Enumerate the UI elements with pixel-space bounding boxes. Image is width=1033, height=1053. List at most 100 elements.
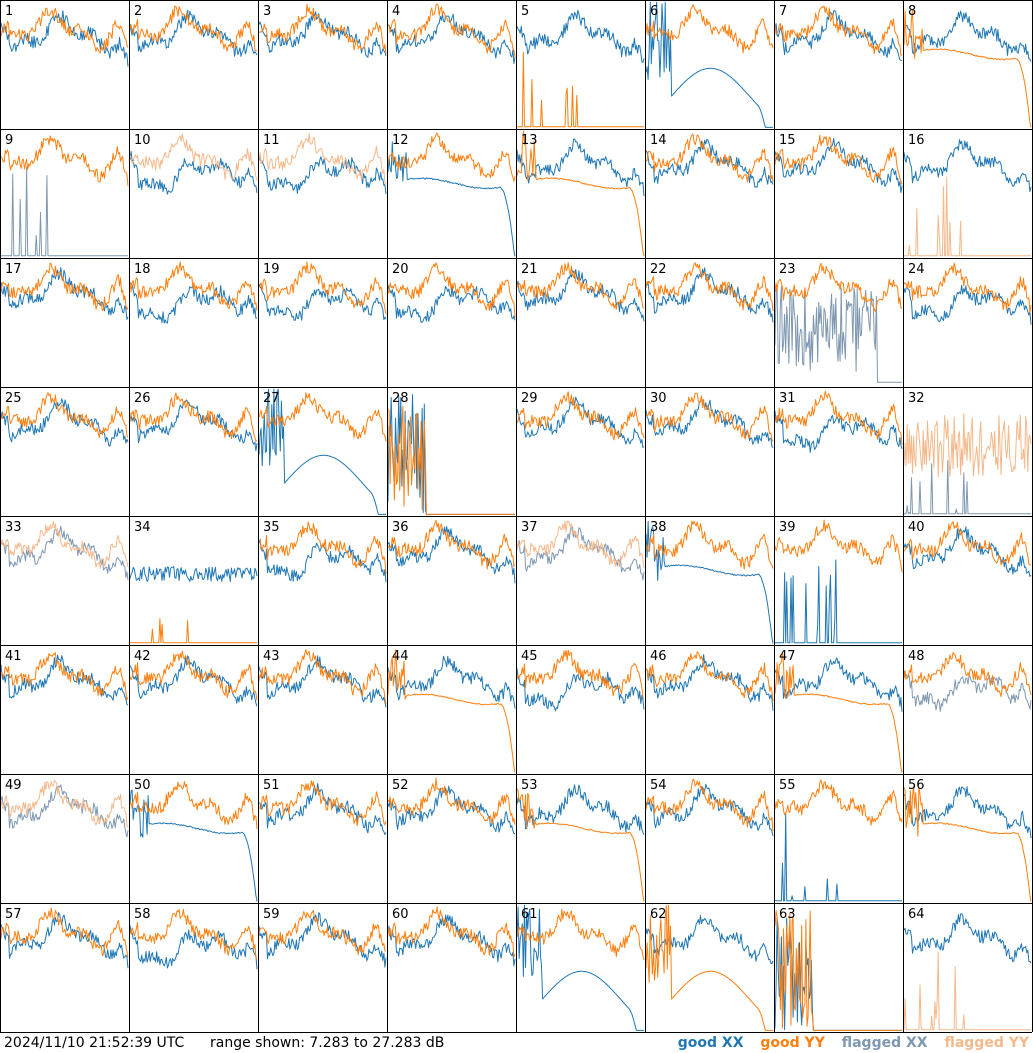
trace-xx-29 bbox=[516, 396, 645, 448]
panel-label-56: 56 bbox=[908, 778, 925, 793]
panel-label-58: 58 bbox=[134, 907, 151, 922]
trace-xx-48 bbox=[903, 670, 1032, 712]
trace-yy-21 bbox=[516, 262, 645, 310]
panel-52: 52 bbox=[387, 777, 516, 835]
panel-label-52: 52 bbox=[392, 778, 409, 793]
trace-xx-23 bbox=[774, 285, 902, 383]
trace-xx-32 bbox=[904, 460, 1031, 515]
panel-label-44: 44 bbox=[392, 649, 409, 664]
panel-43: 43 bbox=[258, 649, 387, 708]
trace-xx-47 bbox=[774, 657, 903, 712]
panel-62: 62 bbox=[645, 904, 774, 1031]
panel-36: 36 bbox=[387, 520, 516, 584]
panel-3: 3 bbox=[258, 3, 387, 58]
panel-label-59: 59 bbox=[263, 907, 280, 922]
panel-29: 29 bbox=[516, 391, 645, 448]
panel-label-8: 8 bbox=[908, 4, 916, 19]
panel-label-3: 3 bbox=[263, 4, 271, 19]
trace-yy-29 bbox=[516, 391, 645, 441]
panel-label-33: 33 bbox=[5, 520, 22, 535]
panel-label-35: 35 bbox=[263, 520, 280, 535]
trace-yy-32 bbox=[903, 413, 1032, 478]
panel-2: 2 bbox=[129, 4, 258, 57]
panel-19: 19 bbox=[258, 261, 387, 321]
panel-label-57: 57 bbox=[5, 907, 22, 922]
trace-xx-53 bbox=[516, 784, 645, 836]
trace-xx-1 bbox=[0, 10, 129, 67]
trace-xx-44 bbox=[387, 655, 516, 709]
panel-38: 38 bbox=[645, 520, 774, 644]
trace-xx-42 bbox=[129, 655, 258, 707]
legend-good-xx: good XX bbox=[677, 1035, 744, 1051]
panel-label-27: 27 bbox=[263, 391, 280, 406]
panel-63: 63 bbox=[774, 907, 902, 1031]
panel-53: 53 bbox=[516, 778, 645, 902]
panel-label-49: 49 bbox=[5, 778, 22, 793]
panel-label-30: 30 bbox=[650, 391, 667, 406]
trace-xx-8 bbox=[903, 10, 1032, 62]
panel-label-53: 53 bbox=[521, 778, 538, 793]
panel-27: 27 bbox=[258, 388, 387, 515]
panel-label-6: 6 bbox=[650, 4, 658, 19]
panel-label-5: 5 bbox=[521, 4, 529, 19]
panel-54: 54 bbox=[645, 778, 774, 837]
trace-yy-5 bbox=[517, 51, 644, 128]
panel-31: 31 bbox=[774, 390, 903, 453]
legend-flagged-yy: flagged YY bbox=[944, 1035, 1029, 1051]
panel-42: 42 bbox=[129, 649, 258, 707]
panel-47: 47 bbox=[774, 649, 903, 773]
panel-30: 30 bbox=[645, 391, 774, 449]
trace-yy-15 bbox=[774, 134, 903, 185]
panel-57: 57 bbox=[0, 907, 129, 969]
trace-xx-40 bbox=[903, 526, 1032, 577]
trace-xx-16 bbox=[903, 139, 1032, 193]
panel-56: 56 bbox=[903, 778, 1032, 902]
panel-7: 7 bbox=[774, 4, 903, 62]
panel-11: 11 bbox=[258, 133, 387, 195]
trace-yy-39 bbox=[774, 519, 903, 573]
panel-58: 58 bbox=[129, 907, 258, 970]
panel-34: 34 bbox=[129, 520, 258, 644]
panel-label-36: 36 bbox=[392, 520, 409, 535]
panel-label-45: 45 bbox=[521, 649, 538, 664]
trace-xx-26 bbox=[129, 399, 258, 452]
trace-yy-54 bbox=[645, 778, 774, 832]
trace-xx-5 bbox=[516, 9, 645, 63]
panel-label-19: 19 bbox=[263, 262, 280, 277]
trace-xx-46 bbox=[645, 654, 774, 711]
trace-yy-7 bbox=[774, 5, 903, 56]
trace-xx-24 bbox=[903, 284, 1032, 325]
panel-45: 45 bbox=[516, 649, 645, 712]
trace-xx-33 bbox=[0, 525, 129, 581]
trace-xx-59 bbox=[258, 912, 387, 968]
trace-xx-12 bbox=[387, 141, 516, 257]
trace-yy-20 bbox=[387, 262, 516, 318]
timestamp: 2024/11/10 21:52:39 UTC bbox=[4, 1035, 185, 1051]
panel-label-7: 7 bbox=[779, 4, 787, 19]
panel-46: 46 bbox=[645, 649, 774, 711]
panel-16: 16 bbox=[903, 133, 1032, 257]
panel-label-10: 10 bbox=[134, 133, 151, 148]
panel-label-17: 17 bbox=[5, 262, 22, 277]
trace-xx-4 bbox=[388, 13, 516, 65]
trace-xx-55 bbox=[775, 812, 902, 902]
trace-yy-4 bbox=[387, 3, 516, 58]
panel-label-26: 26 bbox=[134, 391, 151, 406]
panel-25: 25 bbox=[0, 391, 129, 447]
trace-yy-36 bbox=[387, 520, 516, 570]
trace-yy-6 bbox=[645, 4, 774, 54]
trace-yy-1 bbox=[0, 7, 129, 54]
trace-xx-3 bbox=[258, 11, 387, 58]
panel-label-12: 12 bbox=[392, 133, 409, 148]
legend-flagged-xx: flagged XX bbox=[841, 1035, 928, 1051]
panel-41: 41 bbox=[0, 649, 129, 706]
panel-label-15: 15 bbox=[779, 133, 796, 148]
panel-label-16: 16 bbox=[908, 133, 925, 148]
trace-yy-37 bbox=[516, 520, 645, 568]
trace-xx-6 bbox=[645, 1, 773, 128]
panel-label-34: 34 bbox=[134, 520, 151, 535]
trace-xx-51 bbox=[258, 783, 387, 836]
trace-yy-33 bbox=[0, 520, 129, 570]
panel-label-43: 43 bbox=[263, 649, 280, 664]
